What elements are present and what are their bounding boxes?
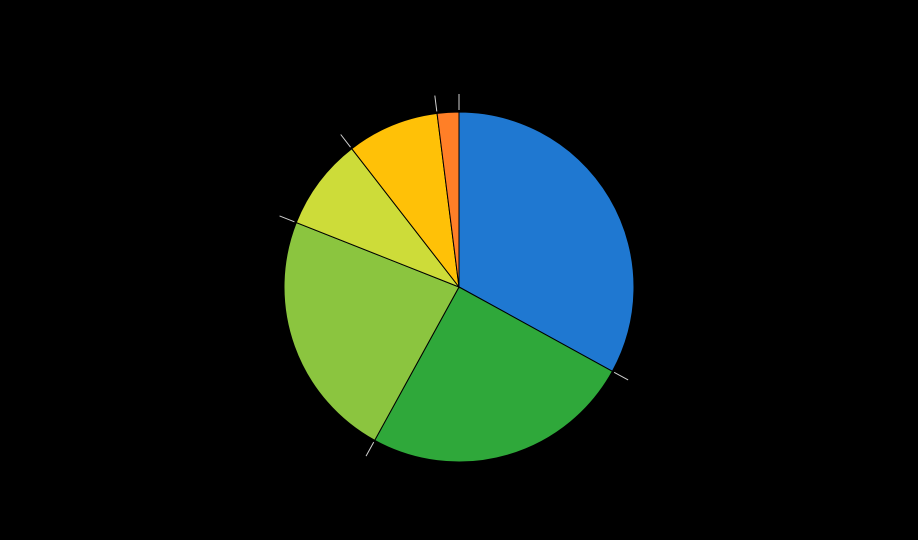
pie-chart	[0, 0, 918, 540]
pie-chart-container	[0, 0, 918, 540]
